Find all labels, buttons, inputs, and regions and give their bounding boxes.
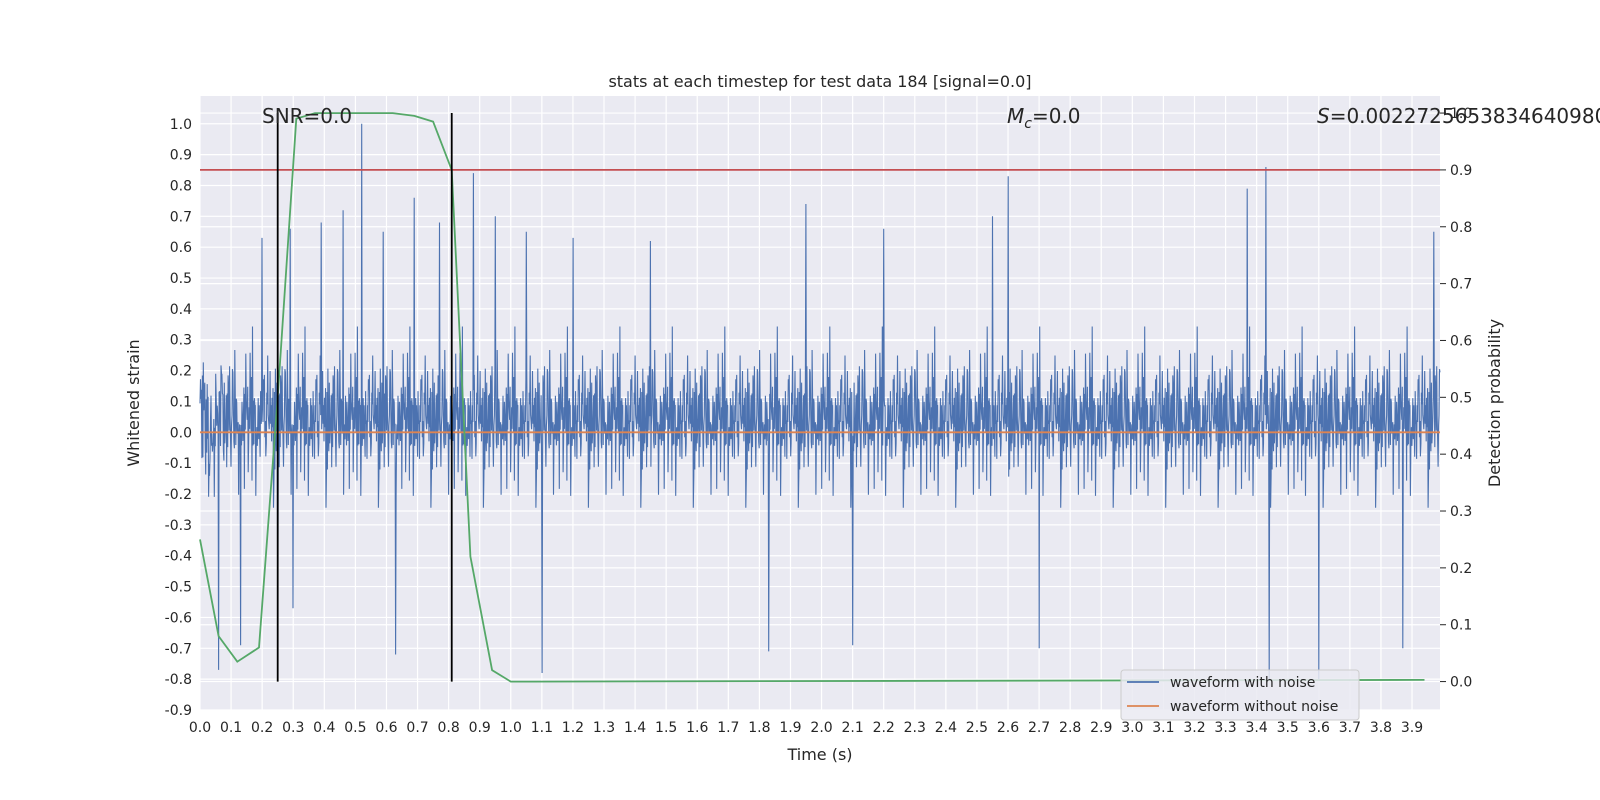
y-tick-label: -0.9 (165, 703, 192, 719)
legend-label-noise: waveform with noise (1170, 675, 1315, 691)
x-tick-label: 3.7 (1339, 720, 1361, 736)
y-tick-label: 0.0 (170, 425, 192, 441)
noise-series (199, 123, 1441, 680)
x-tick-label: 2.2 (873, 720, 895, 736)
detection-probability-line (199, 112, 1425, 683)
x-tick-label: 0.1 (220, 720, 242, 736)
x-tick-label: 2.7 (1028, 720, 1050, 736)
x-tick-label: 0.9 (469, 720, 491, 736)
y2-axis-ticks: 0.0 0.1 0.2 0.3 0.4 0.5 0.6 0.7 0.8 0.9 1.0 (1440, 106, 1472, 691)
y-tick-label: 0.1 (170, 394, 192, 410)
mc-symbol: M (1007, 104, 1024, 128)
s-symbol: S (1317, 104, 1330, 128)
x-tick-label: 1.5 (655, 720, 677, 736)
chart-title: stats at each timestep for test data 184… (608, 72, 1031, 91)
y2-tick-label: 0.9 (1450, 163, 1472, 179)
y-tick-label: -0.1 (165, 456, 192, 472)
y-tick-label: -0.4 (165, 549, 192, 565)
mc-annotation: Mc=0.0 (1007, 104, 1081, 132)
x-tick-label: 1.3 (593, 720, 615, 736)
y-tick-label: 0.8 (170, 178, 192, 194)
y-tick-label: 0.9 (170, 148, 192, 164)
y-tick-label: 0.2 (170, 364, 192, 380)
x-tick-label: 2.1 (841, 720, 863, 736)
x-tick-label: 0.0 (189, 720, 211, 736)
y-tick-label: 0.5 (170, 271, 192, 287)
y2-tick-label: 0.5 (1450, 390, 1472, 406)
y-tick-label: -0.6 (165, 610, 192, 626)
s-value: =0.0022725653834640980 (1330, 104, 1600, 128)
snr-annotation: SNR=0.0 (262, 104, 352, 128)
y-tick-label: -0.8 (165, 672, 192, 688)
x-tick-label: 1.8 (748, 720, 770, 736)
y-tick-label: 0.4 (170, 302, 192, 318)
x-tick-label: 0.2 (251, 720, 273, 736)
x-tick-label: 2.3 (904, 720, 926, 736)
y-tick-label: -0.7 (165, 641, 192, 657)
legend: waveform with noise waveform without noi… (1120, 669, 1360, 721)
x-tick-label: 3.1 (1152, 720, 1174, 736)
x-tick-label: 1.6 (686, 720, 708, 736)
x-tick-label: 1.4 (624, 720, 646, 736)
mc-subscript: c (1024, 116, 1032, 132)
y-tick-label: -0.3 (165, 518, 192, 534)
x-tick-label: 1.0 (500, 720, 522, 736)
x-tick-label: 0.4 (313, 720, 335, 736)
x-tick-label: 0.5 (344, 720, 366, 736)
x-tick-label: 3.8 (1370, 720, 1392, 736)
y2-tick-label: 0.2 (1450, 561, 1472, 577)
y-tick-label: -0.2 (165, 487, 192, 503)
x-tick-label: 2.0 (810, 720, 832, 736)
y-tick-label: -0.5 (165, 580, 192, 596)
x-tick-label: 2.5 (966, 720, 988, 736)
y-tick-label: 0.7 (170, 209, 192, 225)
y-tick-label: 0.3 (170, 333, 192, 349)
x-tick-label: 3.3 (1214, 720, 1236, 736)
x-tick-label: 2.4 (935, 720, 957, 736)
y2-tick-label: 0.4 (1450, 447, 1472, 463)
x-tick-label: 0.8 (437, 720, 459, 736)
x-tick-label: 0.6 (375, 720, 397, 736)
y2-tick-label: 0.0 (1450, 675, 1472, 691)
legend-label-clean: waveform without noise (1170, 699, 1338, 715)
legend-box (1120, 669, 1360, 721)
x-tick-label: 3.9 (1401, 720, 1423, 736)
x-axis-label: Time (s) (786, 745, 852, 764)
x-tick-label: 0.7 (406, 720, 428, 736)
mc-value: =0.0 (1032, 104, 1081, 128)
y-tick-label: 1.0 (170, 117, 192, 133)
overlay-series (199, 112, 1440, 683)
x-axis-ticks: 0.0 0.1 0.2 0.3 0.4 0.5 0.6 0.7 0.8 0.9 1.0 1.1 1.2 1… (189, 720, 1423, 736)
y2-axis-label: Detection probability (1485, 319, 1504, 487)
y2-tick-label: 0.1 (1450, 618, 1472, 634)
s-annotation: S=0.0022725653834640980 (1317, 104, 1600, 128)
x-tick-label: 3.4 (1246, 720, 1268, 736)
x-tick-label: 3.2 (1183, 720, 1205, 736)
x-tick-label: 2.6 (997, 720, 1019, 736)
x-tick-label: 3.5 (1277, 720, 1299, 736)
noise-waveform-line (199, 123, 1441, 680)
x-tick-label: 1.1 (531, 720, 553, 736)
x-tick-label: 1.9 (779, 720, 801, 736)
x-tick-label: 2.9 (1090, 720, 1112, 736)
x-tick-label: 1.2 (562, 720, 584, 736)
x-tick-label: 2.8 (1059, 720, 1081, 736)
y2-tick-label: 1.0 (1450, 106, 1472, 122)
y2-tick-label: 0.8 (1450, 220, 1472, 236)
y-axis-label: Whitened strain (124, 339, 143, 466)
x-tick-label: 3.0 (1121, 720, 1143, 736)
y-axis-ticks: -0.9 -0.8 -0.7 -0.6 -0.5 -0.4 -0.3 -0.2 -0.1 0.0 0… (165, 117, 192, 719)
y-tick-label: 0.6 (170, 240, 192, 256)
y2-tick-label: 0.3 (1450, 504, 1472, 520)
y2-tick-label: 0.6 (1450, 333, 1472, 349)
x-tick-label: 3.6 (1308, 720, 1330, 736)
x-tick-label: 1.7 (717, 720, 739, 736)
x-tick-label: 0.3 (282, 720, 304, 736)
y2-tick-label: 0.7 (1450, 277, 1472, 293)
